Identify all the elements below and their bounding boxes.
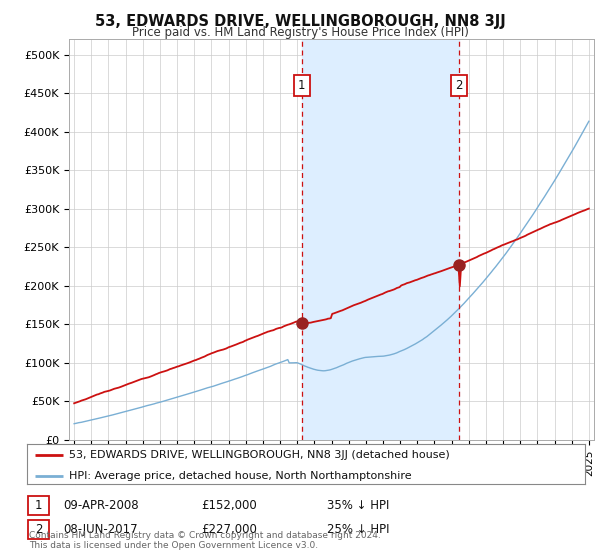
Text: 53, EDWARDS DRIVE, WELLINGBOROUGH, NN8 3JJ: 53, EDWARDS DRIVE, WELLINGBOROUGH, NN8 3… xyxy=(95,14,505,29)
Bar xyxy=(302,39,459,440)
Text: 2: 2 xyxy=(35,522,42,536)
Text: 25% ↓ HPI: 25% ↓ HPI xyxy=(327,522,389,536)
Text: Price paid vs. HM Land Registry's House Price Index (HPI): Price paid vs. HM Land Registry's House … xyxy=(131,26,469,39)
Text: 53, EDWARDS DRIVE, WELLINGBOROUGH, NN8 3JJ (detached house): 53, EDWARDS DRIVE, WELLINGBOROUGH, NN8 3… xyxy=(69,450,449,460)
Text: 1: 1 xyxy=(35,498,42,512)
Text: 1: 1 xyxy=(298,79,305,92)
Text: 08-JUN-2017: 08-JUN-2017 xyxy=(63,522,137,536)
Text: 2: 2 xyxy=(455,79,463,92)
Text: £227,000: £227,000 xyxy=(201,522,257,536)
Text: 09-APR-2008: 09-APR-2008 xyxy=(63,498,139,512)
Text: 35% ↓ HPI: 35% ↓ HPI xyxy=(327,498,389,512)
Text: £152,000: £152,000 xyxy=(201,498,257,512)
Text: HPI: Average price, detached house, North Northamptonshire: HPI: Average price, detached house, Nort… xyxy=(69,470,412,480)
Text: Contains HM Land Registry data © Crown copyright and database right 2024.
This d: Contains HM Land Registry data © Crown c… xyxy=(29,530,380,550)
